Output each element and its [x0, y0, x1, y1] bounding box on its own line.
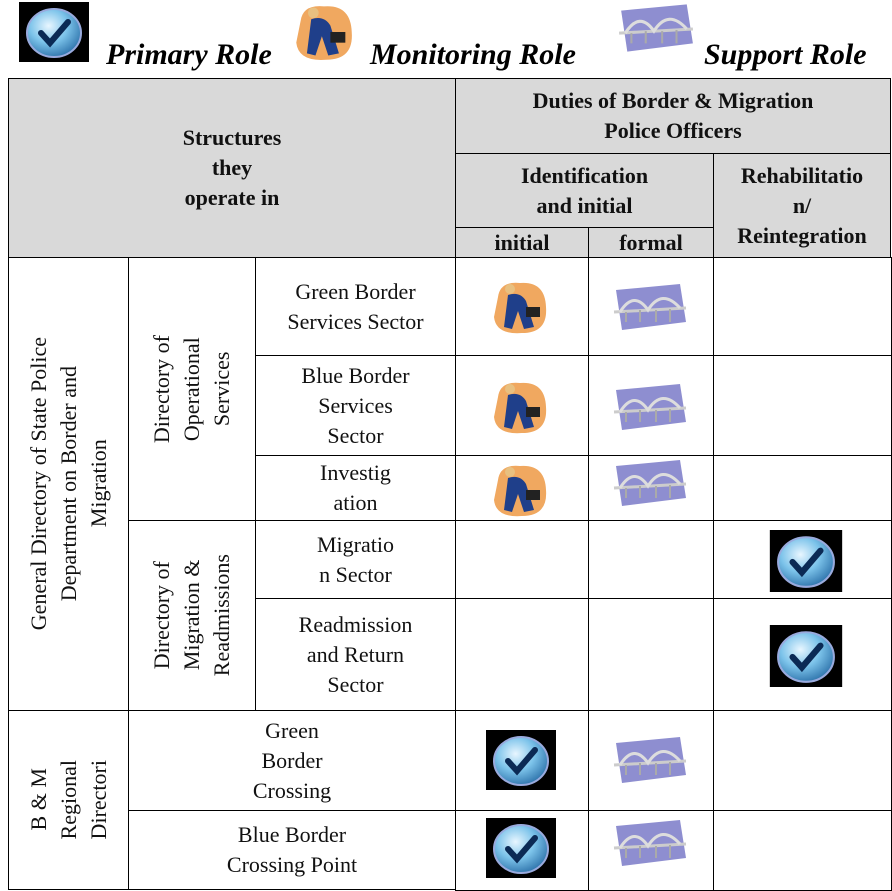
header-cell: Rehabilitatio n/ Reintegration — [713, 153, 891, 258]
row-label: Investig ation — [255, 455, 456, 521]
monitoring-role-icon — [292, 0, 356, 64]
support-role-icon — [610, 818, 690, 868]
primary-role-icon — [483, 730, 559, 790]
group-cell: General Directory of State Police Depart… — [8, 257, 129, 711]
table-cell — [588, 598, 714, 711]
legend-label: Monitoring Role — [370, 38, 576, 71]
table-cell — [713, 355, 892, 456]
row-label: Green Border Crossing — [128, 710, 456, 811]
row-label: Blue Border Crossing Point — [128, 810, 456, 890]
table-cell — [455, 520, 589, 599]
group-cell: B & M Regional Directori — [8, 710, 129, 890]
support-role-icon — [610, 382, 690, 432]
primary-role-icon — [483, 818, 559, 878]
support-role-icon — [615, 2, 697, 54]
support-role-icon — [610, 735, 690, 785]
legend-label: Support Role — [704, 38, 867, 71]
primary-role-icon — [768, 625, 844, 687]
monitoring-role-icon — [490, 377, 550, 437]
subgroup-cell: Directory of Operational Services — [128, 257, 256, 521]
row-label: Blue Border Services Sector — [255, 355, 456, 456]
primary-role-icon — [768, 530, 844, 592]
table-cell — [713, 810, 892, 891]
table-cell — [713, 455, 892, 521]
header-cell: Duties of Border & Migration Police Offi… — [455, 78, 891, 154]
monitoring-role-icon — [490, 277, 550, 337]
support-role-icon — [610, 282, 690, 332]
table-cell — [713, 710, 892, 811]
row-label: Readmission and Return Sector — [255, 598, 456, 711]
support-role-icon — [610, 458, 690, 508]
table-cell — [588, 520, 714, 599]
table-cell — [455, 598, 589, 711]
header-cell: Identification and initial — [455, 153, 714, 228]
row-label: Green Border Services Sector — [255, 257, 456, 356]
header-cell: initial — [455, 227, 589, 258]
monitoring-role-icon — [490, 460, 550, 520]
table-cell — [713, 257, 892, 356]
primary-role-icon — [18, 2, 90, 62]
subgroup-cell: Directory of Migration & Readmissions — [128, 520, 256, 711]
row-label: Migratio n Sector — [255, 520, 456, 599]
header-cell: Structures they operate in — [8, 78, 456, 258]
legend-label: Primary Role — [106, 38, 272, 71]
header-cell: formal — [588, 227, 714, 258]
